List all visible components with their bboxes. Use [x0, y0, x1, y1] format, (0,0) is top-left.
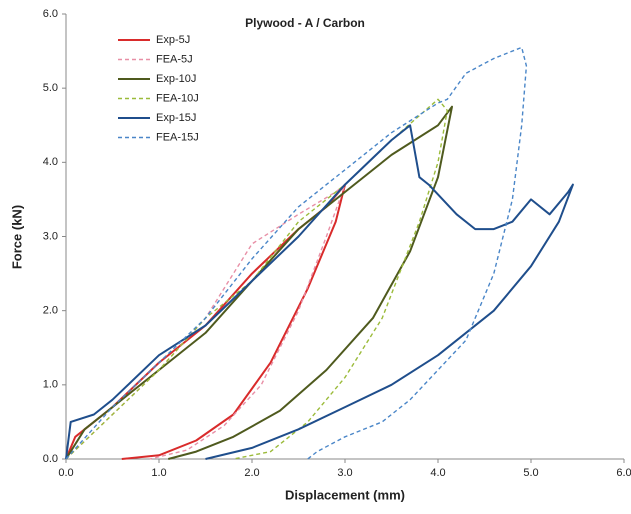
- series-line: [65, 124, 574, 460]
- x-tick-label: 4.0: [430, 467, 445, 479]
- legend-label: FEA-15J: [156, 131, 199, 143]
- series-line: [65, 98, 448, 460]
- chart-title: Plywood - A / Carbon: [245, 16, 365, 30]
- series-line: [65, 46, 528, 460]
- legend-label: FEA-5J: [156, 53, 193, 65]
- x-tick-label: 5.0: [523, 467, 538, 479]
- x-tick-label: 3.0: [337, 467, 352, 479]
- y-axis-label: Force (kN): [9, 205, 24, 269]
- legend-label: Exp-15J: [156, 112, 196, 124]
- y-tick-label: 3.0: [43, 230, 58, 242]
- x-tick-label: 2.0: [244, 467, 259, 479]
- y-tick-label: 1.0: [43, 379, 58, 391]
- x-tick-label: 1.0: [151, 467, 166, 479]
- x-axis-label: Displacement (mm): [285, 487, 405, 502]
- y-tick-label: 6.0: [43, 8, 58, 20]
- series-line: [65, 105, 453, 460]
- x-tick-label: 6.0: [616, 467, 631, 479]
- legend-label: Exp-5J: [156, 34, 190, 46]
- x-tick-label: 0.0: [58, 467, 73, 479]
- y-tick-label: 5.0: [43, 82, 58, 94]
- legend-label: FEA-10J: [156, 92, 199, 104]
- y-tick-label: 0.0: [43, 453, 58, 465]
- y-tick-label: 2.0: [43, 305, 58, 317]
- y-tick-label: 4.0: [43, 156, 58, 168]
- legend-label: Exp-10J: [156, 73, 196, 85]
